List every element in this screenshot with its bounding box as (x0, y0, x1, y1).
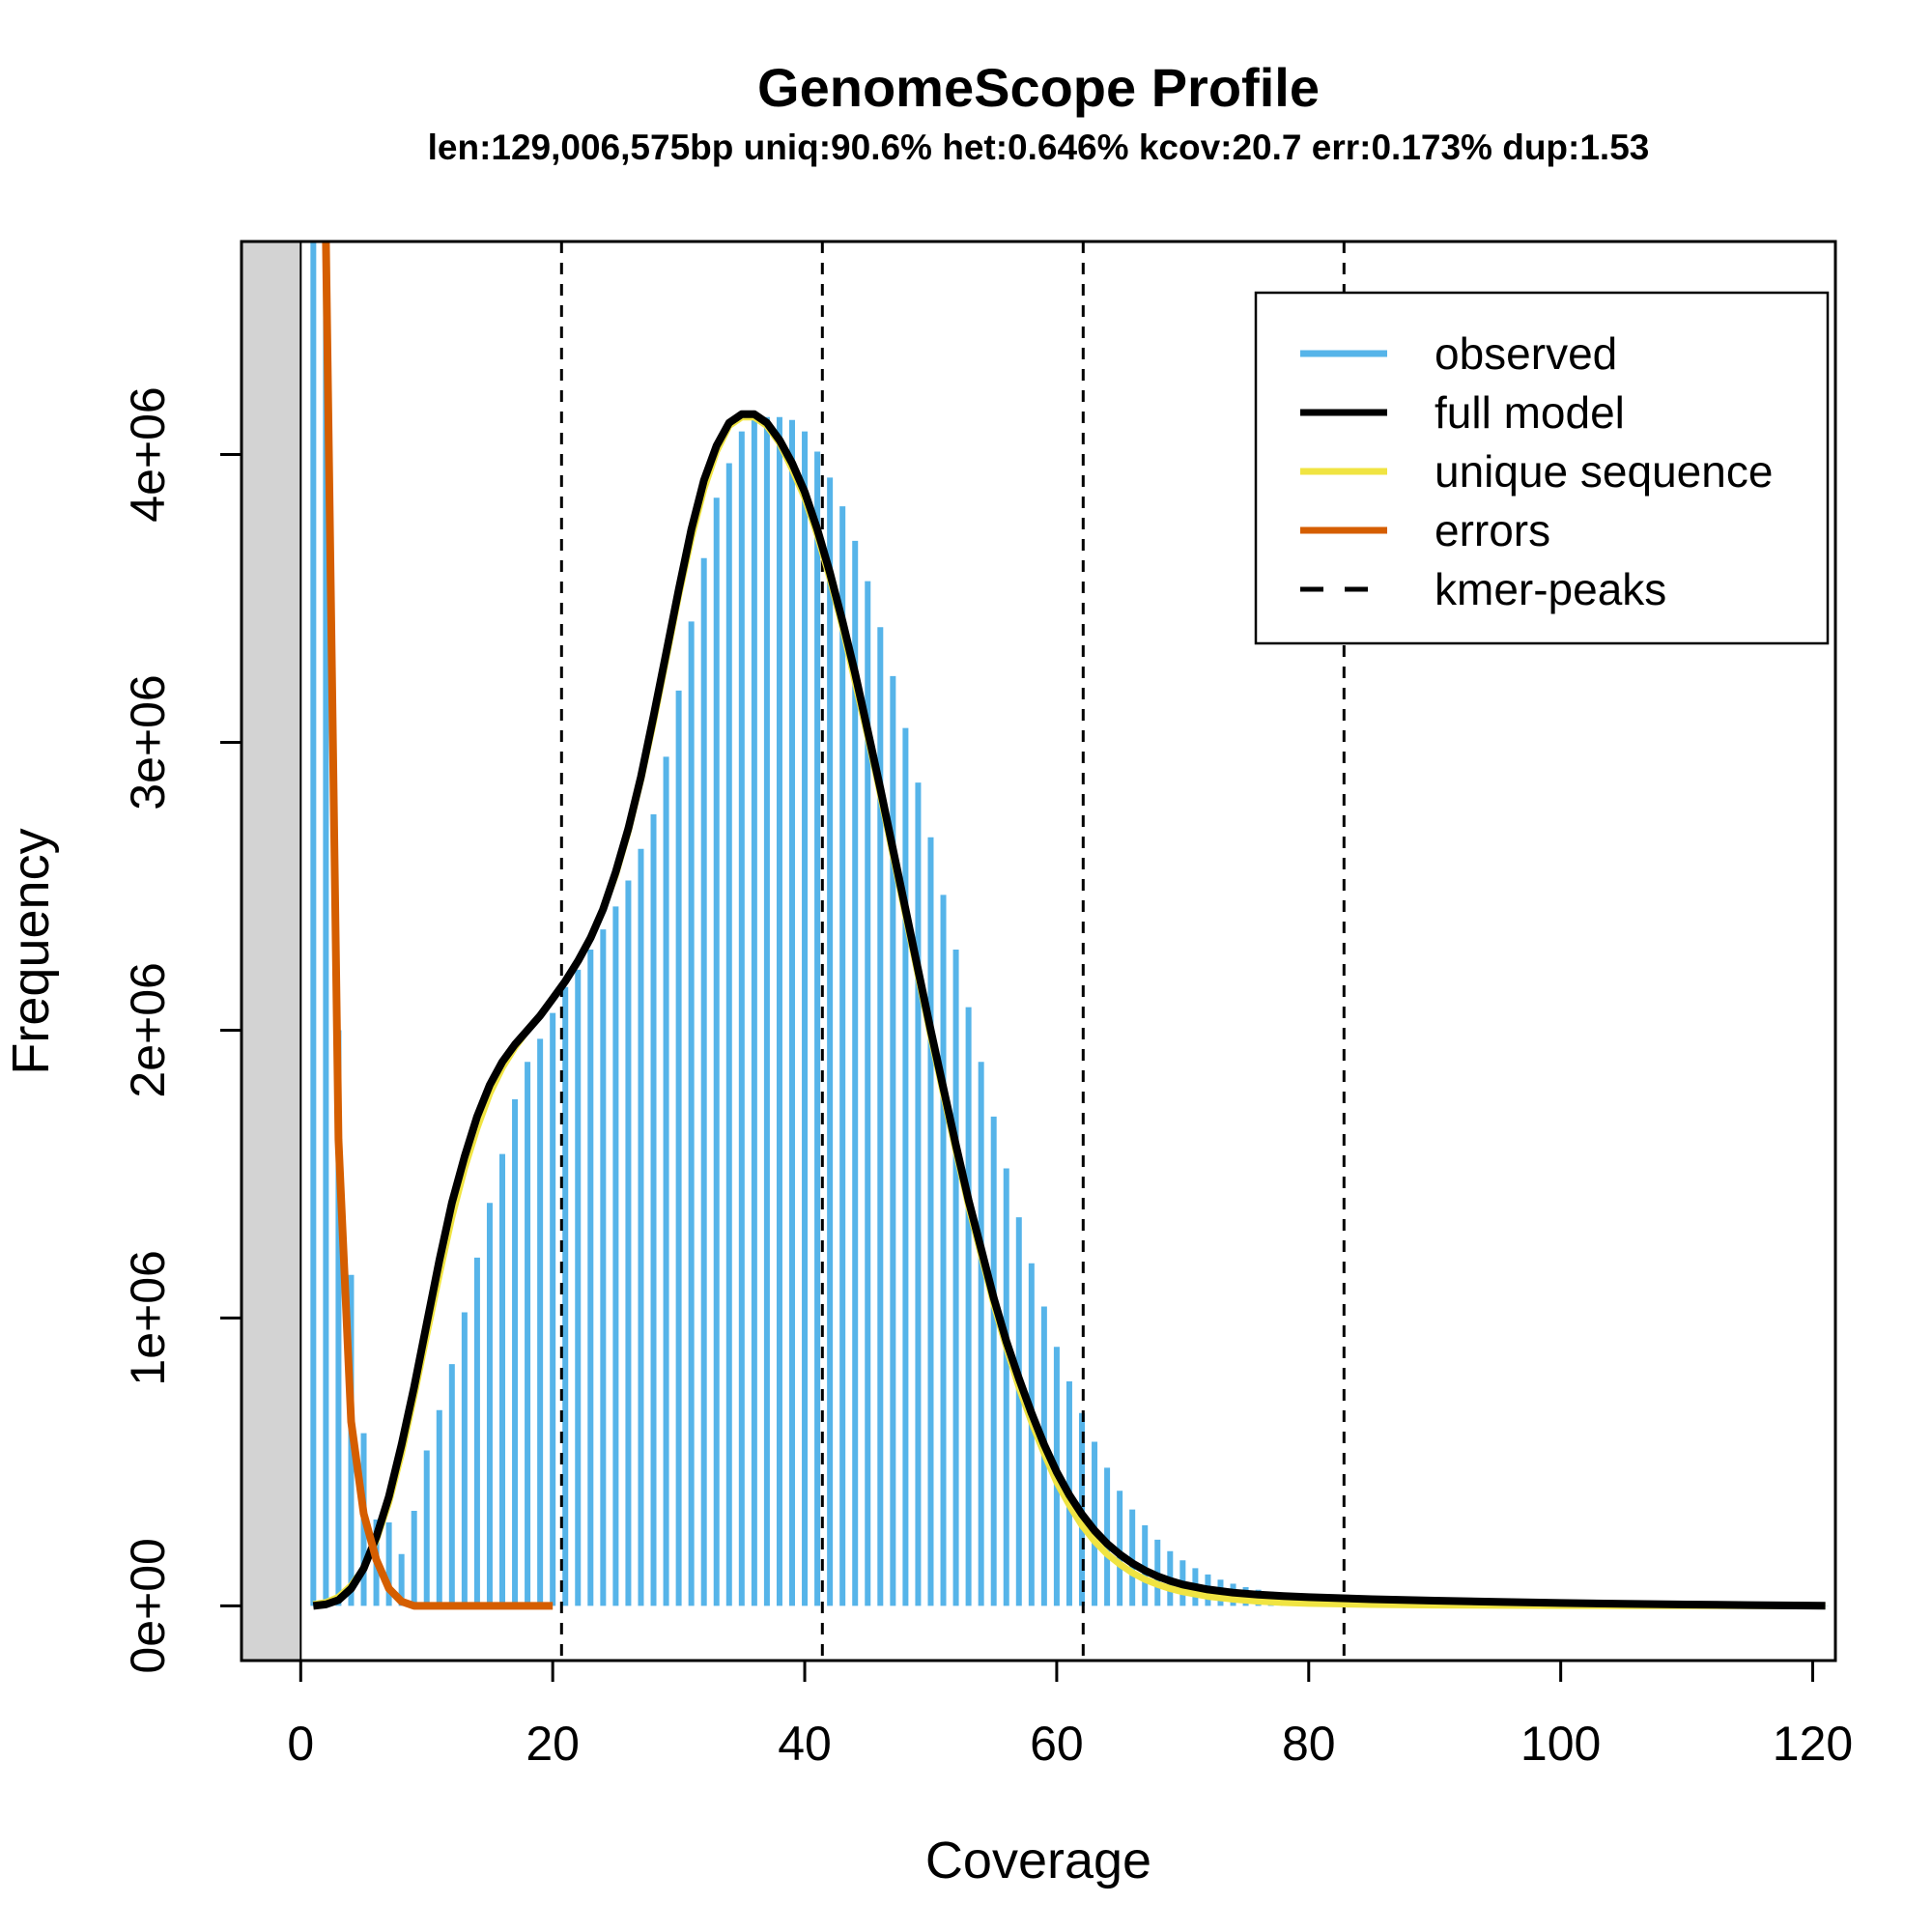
y-tick-label: 4e+06 (121, 386, 175, 522)
y-tick-label: 1e+06 (121, 1250, 175, 1385)
x-tick-label: 60 (1030, 1717, 1084, 1771)
legend-label: full model (1435, 387, 1625, 438)
y-tick-label: 2e+06 (121, 962, 175, 1097)
x-axis-label: Coverage (925, 1832, 1151, 1889)
legend-label: unique sequence (1435, 446, 1773, 497)
x-tick-label: 80 (1282, 1717, 1336, 1771)
excluded-region (241, 241, 302, 1662)
y-axis: 0e+00 1e+06 2e+06 3e+06 4e+06 (121, 386, 243, 1674)
x-tick-label: 20 (526, 1717, 580, 1771)
x-axis: 0 20 40 60 80 100 120 (287, 1659, 1853, 1771)
errors-line (322, 242, 554, 1610)
x-tick-label: 40 (778, 1717, 832, 1771)
legend-label: observed (1435, 328, 1617, 379)
chart-title: GenomeScope Profile (757, 57, 1320, 118)
chart-subtitle: len:129,006,575bp uniq:90.6% het:0.646% … (428, 128, 1650, 167)
y-tick-label: 3e+06 (121, 674, 175, 810)
model-lines (312, 242, 1826, 1610)
legend-label: kmer-peaks (1435, 564, 1666, 614)
legend-label: errors (1435, 505, 1550, 555)
x-tick-label: 100 (1520, 1717, 1601, 1771)
y-axis-label: Frequency (2, 828, 60, 1074)
legend: observed full model unique sequence errors k… (1254, 291, 1830, 645)
y-tick-label: 0e+00 (121, 1538, 175, 1673)
x-tick-label: 120 (1773, 1717, 1853, 1771)
full-model-line (312, 410, 1826, 1610)
x-tick-label: 0 (287, 1717, 314, 1771)
